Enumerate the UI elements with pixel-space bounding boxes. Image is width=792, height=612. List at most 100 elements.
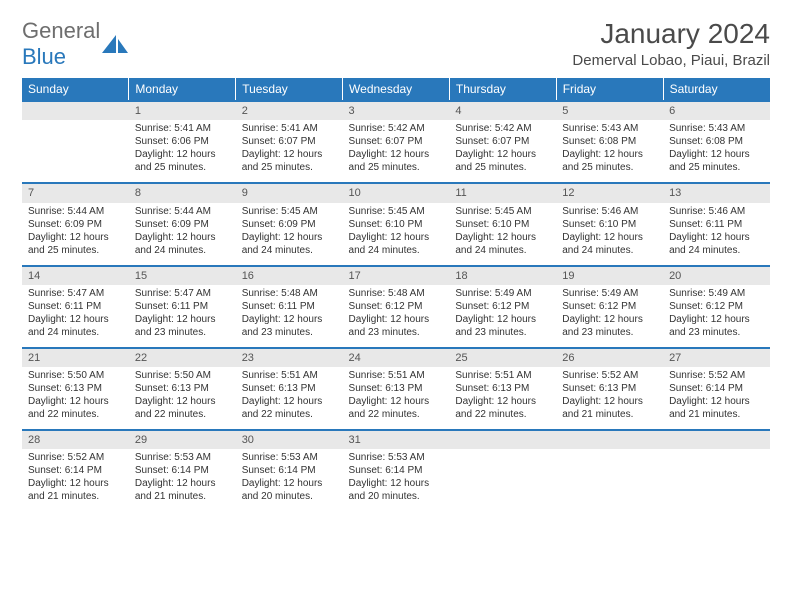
day-ss: Sunset: 6:13 PM bbox=[349, 382, 444, 395]
day-d2: and 23 minutes. bbox=[669, 326, 764, 339]
day-d1: Daylight: 12 hours bbox=[242, 148, 337, 161]
day-d1: Daylight: 12 hours bbox=[135, 395, 230, 408]
day-ss: Sunset: 6:10 PM bbox=[562, 218, 657, 231]
day-number: 31 bbox=[343, 431, 450, 449]
calendar-day-cell: 14Sunrise: 5:47 AMSunset: 6:11 PMDayligh… bbox=[22, 266, 129, 348]
day-number: 20 bbox=[663, 267, 770, 285]
day-ss: Sunset: 6:09 PM bbox=[242, 218, 337, 231]
day-sr: Sunrise: 5:45 AM bbox=[349, 205, 444, 218]
day-content: Sunrise: 5:42 AMSunset: 6:07 PMDaylight:… bbox=[343, 120, 450, 182]
day-ss: Sunset: 6:06 PM bbox=[135, 135, 230, 148]
calendar-day-cell: 22Sunrise: 5:50 AMSunset: 6:13 PMDayligh… bbox=[129, 348, 236, 430]
day-d2: and 22 minutes. bbox=[242, 408, 337, 421]
day-d1: Daylight: 12 hours bbox=[562, 148, 657, 161]
day-number: 2 bbox=[236, 102, 343, 120]
logo-word-1: General bbox=[22, 18, 100, 43]
day-content: Sunrise: 5:44 AMSunset: 6:09 PMDaylight:… bbox=[22, 203, 129, 265]
day-d1: Daylight: 12 hours bbox=[669, 313, 764, 326]
day-sr: Sunrise: 5:52 AM bbox=[562, 369, 657, 382]
calendar-day-cell bbox=[22, 101, 129, 183]
logo: General Blue bbox=[22, 18, 128, 70]
day-ss: Sunset: 6:13 PM bbox=[562, 382, 657, 395]
day-sr: Sunrise: 5:47 AM bbox=[28, 287, 123, 300]
day-sr: Sunrise: 5:46 AM bbox=[562, 205, 657, 218]
day-number: 9 bbox=[236, 184, 343, 202]
day-sr: Sunrise: 5:53 AM bbox=[135, 451, 230, 464]
calendar-day-cell: 13Sunrise: 5:46 AMSunset: 6:11 PMDayligh… bbox=[663, 183, 770, 265]
calendar-day-cell: 26Sunrise: 5:52 AMSunset: 6:13 PMDayligh… bbox=[556, 348, 663, 430]
day-d2: and 25 minutes. bbox=[562, 161, 657, 174]
day-d1: Daylight: 12 hours bbox=[242, 395, 337, 408]
day-header-thursday: Thursday bbox=[449, 78, 556, 101]
day-sr: Sunrise: 5:41 AM bbox=[135, 122, 230, 135]
day-ss: Sunset: 6:14 PM bbox=[242, 464, 337, 477]
day-d2: and 22 minutes. bbox=[28, 408, 123, 421]
day-d2: and 23 minutes. bbox=[135, 326, 230, 339]
day-content bbox=[22, 120, 129, 178]
day-content: Sunrise: 5:41 AMSunset: 6:07 PMDaylight:… bbox=[236, 120, 343, 182]
calendar-day-cell bbox=[449, 430, 556, 511]
calendar-day-cell: 28Sunrise: 5:52 AMSunset: 6:14 PMDayligh… bbox=[22, 430, 129, 511]
day-sr: Sunrise: 5:44 AM bbox=[28, 205, 123, 218]
day-ss: Sunset: 6:07 PM bbox=[242, 135, 337, 148]
day-sr: Sunrise: 5:45 AM bbox=[242, 205, 337, 218]
day-d1: Daylight: 12 hours bbox=[562, 395, 657, 408]
day-ss: Sunset: 6:14 PM bbox=[669, 382, 764, 395]
day-ss: Sunset: 6:09 PM bbox=[135, 218, 230, 231]
day-ss: Sunset: 6:14 PM bbox=[135, 464, 230, 477]
day-content: Sunrise: 5:52 AMSunset: 6:13 PMDaylight:… bbox=[556, 367, 663, 429]
calendar-day-cell: 24Sunrise: 5:51 AMSunset: 6:13 PMDayligh… bbox=[343, 348, 450, 430]
calendar-day-cell: 7Sunrise: 5:44 AMSunset: 6:09 PMDaylight… bbox=[22, 183, 129, 265]
day-number: 8 bbox=[129, 184, 236, 202]
day-ss: Sunset: 6:10 PM bbox=[455, 218, 550, 231]
day-number: 5 bbox=[556, 102, 663, 120]
day-header-monday: Monday bbox=[129, 78, 236, 101]
calendar-day-cell bbox=[556, 430, 663, 511]
day-sr: Sunrise: 5:49 AM bbox=[562, 287, 657, 300]
day-d1: Daylight: 12 hours bbox=[242, 477, 337, 490]
day-sr: Sunrise: 5:49 AM bbox=[669, 287, 764, 300]
day-d1: Daylight: 12 hours bbox=[28, 231, 123, 244]
day-sr: Sunrise: 5:50 AM bbox=[135, 369, 230, 382]
calendar-day-cell: 16Sunrise: 5:48 AMSunset: 6:11 PMDayligh… bbox=[236, 266, 343, 348]
day-d2: and 24 minutes. bbox=[562, 244, 657, 257]
day-sr: Sunrise: 5:42 AM bbox=[455, 122, 550, 135]
day-content bbox=[556, 449, 663, 507]
day-content: Sunrise: 5:46 AMSunset: 6:10 PMDaylight:… bbox=[556, 203, 663, 265]
day-header-tuesday: Tuesday bbox=[236, 78, 343, 101]
day-content: Sunrise: 5:43 AMSunset: 6:08 PMDaylight:… bbox=[556, 120, 663, 182]
day-d2: and 24 minutes. bbox=[455, 244, 550, 257]
day-content: Sunrise: 5:51 AMSunset: 6:13 PMDaylight:… bbox=[343, 367, 450, 429]
day-content: Sunrise: 5:53 AMSunset: 6:14 PMDaylight:… bbox=[129, 449, 236, 511]
day-number: 13 bbox=[663, 184, 770, 202]
day-ss: Sunset: 6:12 PM bbox=[455, 300, 550, 313]
day-d2: and 25 minutes. bbox=[455, 161, 550, 174]
day-d2: and 24 minutes. bbox=[28, 326, 123, 339]
day-content: Sunrise: 5:49 AMSunset: 6:12 PMDaylight:… bbox=[663, 285, 770, 347]
day-d2: and 25 minutes. bbox=[28, 244, 123, 257]
day-d2: and 24 minutes. bbox=[349, 244, 444, 257]
day-d2: and 24 minutes. bbox=[135, 244, 230, 257]
calendar-day-cell: 21Sunrise: 5:50 AMSunset: 6:13 PMDayligh… bbox=[22, 348, 129, 430]
day-number bbox=[449, 431, 556, 449]
day-sr: Sunrise: 5:51 AM bbox=[455, 369, 550, 382]
day-sr: Sunrise: 5:51 AM bbox=[242, 369, 337, 382]
day-number: 22 bbox=[129, 349, 236, 367]
day-number: 18 bbox=[449, 267, 556, 285]
page-title: January 2024 bbox=[572, 18, 770, 50]
day-sr: Sunrise: 5:46 AM bbox=[669, 205, 764, 218]
logo-word-2: Blue bbox=[22, 44, 66, 69]
day-ss: Sunset: 6:08 PM bbox=[562, 135, 657, 148]
day-d1: Daylight: 12 hours bbox=[669, 231, 764, 244]
day-ss: Sunset: 6:13 PM bbox=[455, 382, 550, 395]
calendar-day-cell bbox=[663, 430, 770, 511]
day-number: 12 bbox=[556, 184, 663, 202]
day-content: Sunrise: 5:45 AMSunset: 6:09 PMDaylight:… bbox=[236, 203, 343, 265]
calendar-week-row: 21Sunrise: 5:50 AMSunset: 6:13 PMDayligh… bbox=[22, 348, 770, 430]
day-content: Sunrise: 5:49 AMSunset: 6:12 PMDaylight:… bbox=[449, 285, 556, 347]
day-content: Sunrise: 5:45 AMSunset: 6:10 PMDaylight:… bbox=[449, 203, 556, 265]
calendar-day-cell: 25Sunrise: 5:51 AMSunset: 6:13 PMDayligh… bbox=[449, 348, 556, 430]
day-d1: Daylight: 12 hours bbox=[349, 148, 444, 161]
calendar-day-cell: 8Sunrise: 5:44 AMSunset: 6:09 PMDaylight… bbox=[129, 183, 236, 265]
calendar-day-cell: 17Sunrise: 5:48 AMSunset: 6:12 PMDayligh… bbox=[343, 266, 450, 348]
